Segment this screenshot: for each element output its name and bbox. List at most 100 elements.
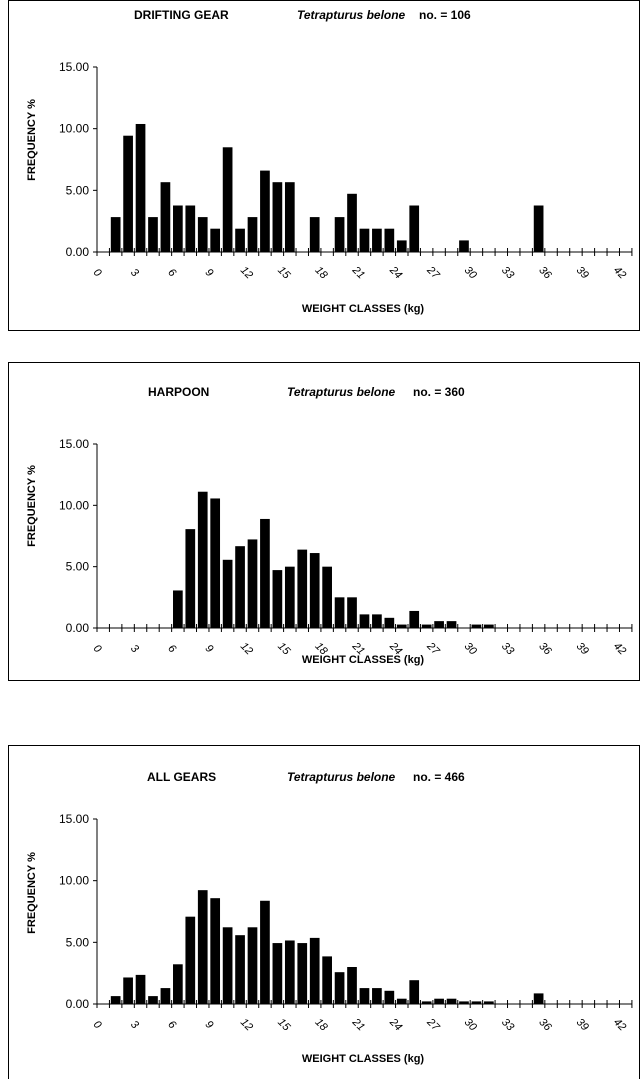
bar — [284, 566, 295, 628]
bar — [396, 998, 407, 1004]
x-tick-label: 0 — [91, 642, 104, 655]
x-tick-label: 12 — [238, 1016, 255, 1033]
x-tick-label: 6 — [165, 266, 178, 279]
bar — [459, 1001, 469, 1004]
x-tick-label: 24 — [386, 264, 404, 282]
x-tick-label: 0 — [91, 266, 104, 279]
bar — [434, 998, 444, 1004]
bar — [347, 193, 357, 252]
bar — [110, 217, 121, 252]
x-tick-label: 27 — [424, 264, 442, 282]
bar — [197, 890, 208, 1004]
x-tick-label: 30 — [462, 640, 480, 658]
bar — [484, 1001, 494, 1004]
bar — [235, 546, 245, 628]
bar — [347, 597, 357, 628]
y-tick-label: 5.00 — [66, 935, 90, 949]
y-tick-label: 5.00 — [66, 560, 90, 574]
x-tick-label: 3 — [128, 642, 141, 655]
bar — [185, 916, 196, 1004]
bar — [148, 217, 158, 252]
x-tick-label: 33 — [499, 1016, 517, 1034]
chart-panel-drifting-gear: DRIFTING GEAR Tetrapturus belone no. = 1… — [0, 0, 641, 332]
bar — [359, 228, 370, 252]
bar — [222, 559, 233, 628]
bar — [260, 518, 270, 628]
bar — [384, 617, 395, 628]
bar — [421, 1001, 432, 1004]
bar — [123, 977, 133, 1004]
bar — [260, 900, 270, 1004]
chart-svg-harpoon: HARPOON Tetrapturus belone no. = 360 FRE… — [8, 362, 640, 681]
bar — [471, 624, 482, 628]
bar — [210, 498, 221, 628]
y-tick-label: 10.00 — [59, 498, 89, 512]
bar — [222, 927, 233, 1004]
x-tick-label: 12 — [238, 640, 255, 657]
chart-title-gear: DRIFTING GEAR — [134, 8, 229, 22]
bar — [185, 529, 196, 628]
bar — [334, 597, 345, 628]
bar — [197, 217, 208, 252]
chart-title-gear: HARPOON — [148, 385, 209, 399]
x-tick-label: 18 — [312, 1016, 330, 1034]
bar — [372, 614, 382, 628]
x-tick-label: 24 — [386, 1016, 404, 1034]
y-tick-label: 10.00 — [59, 122, 89, 136]
x-tick-label: 15 — [275, 1016, 293, 1034]
x-tick-label: 0 — [91, 1018, 104, 1031]
chart-title-species: Tetrapturus belone — [287, 770, 396, 784]
x-tick-label: 39 — [574, 264, 591, 281]
bar — [409, 610, 420, 628]
y-axis-label: FREQUENCY % — [26, 99, 38, 181]
bar — [322, 956, 332, 1004]
bar — [284, 940, 295, 1004]
x-axis-label: WEIGHT CLASSES (kg) — [302, 654, 425, 666]
bar — [459, 240, 469, 252]
bar — [272, 943, 283, 1004]
x-tick-label: 27 — [424, 1016, 442, 1034]
bar — [247, 539, 258, 628]
bar — [135, 123, 146, 252]
x-tick-label: 33 — [499, 640, 517, 658]
bar — [110, 996, 121, 1004]
chart-title-gear: ALL GEARS — [147, 770, 216, 784]
x-tick-label: 36 — [536, 264, 554, 282]
x-tick-label: 30 — [462, 1016, 480, 1034]
bar — [384, 228, 395, 252]
bar — [533, 993, 544, 1004]
bar — [309, 217, 320, 252]
x-tick-label: 42 — [611, 264, 628, 281]
bar — [396, 624, 407, 628]
bar — [260, 170, 270, 252]
x-tick-label: 3 — [128, 266, 141, 279]
x-tick-label: 33 — [499, 264, 517, 282]
bar — [222, 147, 233, 252]
bar — [372, 228, 382, 252]
x-tick-label: 18 — [312, 264, 330, 282]
x-tick-label: 6 — [165, 642, 178, 655]
x-axis-label: WEIGHT CLASSES (kg) — [302, 1053, 425, 1065]
x-tick-label: 30 — [462, 264, 480, 282]
bar — [272, 182, 283, 252]
bar — [297, 943, 308, 1004]
bar — [359, 614, 370, 628]
x-tick-label: 21 — [349, 1016, 367, 1034]
bar — [334, 217, 345, 252]
bar — [533, 205, 544, 252]
x-axis-label: WEIGHT CLASSES (kg) — [302, 303, 425, 315]
bar — [160, 988, 171, 1004]
y-tick-label: 15.00 — [59, 812, 89, 826]
x-tick-label: 27 — [424, 640, 442, 658]
x-tick-label: 39 — [574, 1016, 591, 1033]
bar — [484, 624, 494, 628]
bar — [272, 570, 283, 628]
bar — [359, 988, 370, 1004]
bar — [409, 980, 420, 1004]
panel-frame — [8, 0, 640, 331]
x-tick-label: 15 — [275, 640, 293, 658]
x-tick-label: 9 — [203, 266, 216, 279]
chart-title-species: Tetrapturus belone — [287, 385, 396, 399]
